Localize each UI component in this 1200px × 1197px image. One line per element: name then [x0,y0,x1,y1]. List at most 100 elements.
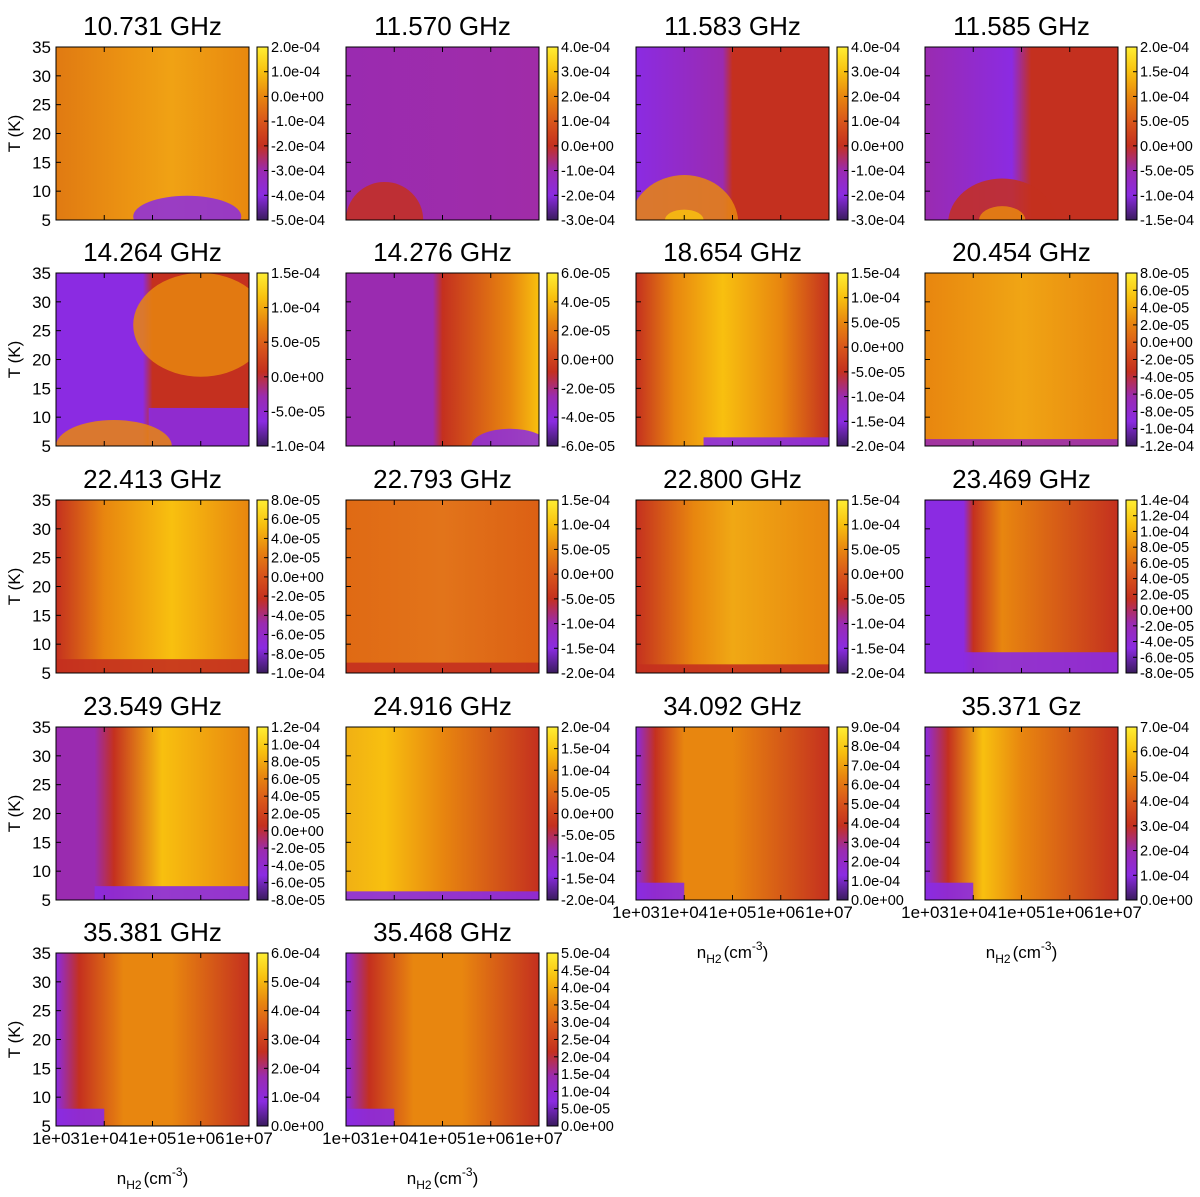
colorbar-tick-label: 1.2e-04 [1140,509,1189,525]
colorbar-tick-label: 1.0e-04 [561,518,610,534]
colorbar [836,726,849,901]
panel-title: 10.731 GHz [83,11,222,41]
panel: 22.413 GHz 5 10 15 20 25 30 35 T (K) 8.0e-05 6.0e-… [5,464,325,683]
colorbar [836,499,849,674]
colorbar-tick-label: -1.0e-04 [561,617,615,633]
colorbar-tick-label: 1.0e-04 [271,301,320,317]
x-axis-label: nH2 (cm-3) [697,939,768,966]
colorbar-tick-label: 0.0e+00 [1140,893,1193,909]
y-tick-label: 5 [42,664,51,683]
colorbar-tick-label: -4.0e-05 [561,410,615,426]
heatmap-band [963,652,1118,673]
colorbar-tick-label: -1.0e-04 [851,390,905,406]
colorbar-tick-label: 5.0e-04 [271,975,320,991]
colorbar-tick-label: 4.0e-04 [561,981,610,997]
y-tick-label: 30 [32,520,51,539]
colorbar-tick-label: 0.0e+00 [1140,603,1193,619]
colorbar-tick-label: 0.0e+00 [561,807,614,823]
colorbar-tick-label: 7.0e-04 [851,758,900,774]
colorbar-tick-label: 0.0e+00 [851,340,904,356]
colorbar-tick-label: 1.4e-04 [1140,493,1189,509]
y-tick-label: 10 [32,635,51,654]
x-axis-label: nH2 (cm-3) [986,939,1057,966]
colorbar-tick-label: -5.0e-04 [271,213,325,229]
colorbar-tick-label: -1.2e-04 [1140,439,1194,455]
colorbar-tick-label: 1.2e-04 [271,720,320,736]
colorbar-tick-label: 5.0e-05 [561,785,610,801]
heatmap-band [346,662,539,673]
colorbar-tick-label: 4.0e-04 [561,40,610,56]
panel-title: 18.654 GHz [663,237,802,267]
colorbar-tick-label: 8.0e-05 [1140,266,1189,282]
heatmap-blob [636,175,739,220]
colorbar-tick-label: -1.0e-04 [561,850,615,866]
y-tick-label: 5 [42,1117,51,1136]
panel: 11.583 GHz 4.0e-04 3.0e-04 2.0e-04 1.0e-04 0.… [635,11,905,229]
y-tick-label: 5 [42,437,51,456]
heatmap-surface [346,500,539,673]
colorbar-tick-label: 4.0e-05 [271,789,320,805]
colorbar-tick-label: 2.0e-04 [561,720,610,736]
colorbar-tick-label: 2.0e-04 [1140,844,1189,860]
colorbar-tick-label: -6.0e-05 [271,876,325,892]
y-tick-label: 35 [32,38,51,57]
colorbar-tick-label: -1.5e-04 [1140,213,1194,229]
colorbar-tick-label: 4.0e-04 [851,816,900,832]
panel-title: 35.371 Gz [962,691,1082,721]
y-axis-label: T (K) [5,1021,24,1058]
colorbar-tick-label: 1.0e-04 [271,1090,320,1106]
panel-title: 35.381 GHz [83,917,222,947]
colorbar-tick-label: 1.5e-04 [271,266,320,282]
colorbar-tick-label: -5.0e-05 [851,592,905,608]
panel-title: 23.469 GHz [952,464,1091,494]
y-tick-label: 25 [32,322,51,341]
colorbar-tick-label: 1.5e-04 [851,493,900,509]
panel-title: 23.549 GHz [83,691,222,721]
colorbar-tick-label: 1.0e-04 [851,291,900,307]
colorbar-tick-label: -3.0e-04 [851,213,905,229]
colorbar-tick-label: -1.5e-04 [851,641,905,657]
heatmap-blob [133,273,249,377]
x-tick-label: 1e+07 [1094,903,1142,922]
panel-title: 14.276 GHz [373,237,512,267]
y-tick-label: 35 [32,944,51,963]
y-tick-label: 30 [32,973,51,992]
colorbar [1125,499,1138,674]
panel: 23.549 GHz 5 10 15 20 25 30 35 T (K) 1.2e-041.0e-… [5,691,325,910]
y-tick-label: 20 [32,578,51,597]
x-tick-label: 1e+03 [901,903,949,922]
colorbar-tick-label: 6.0e-04 [271,946,320,962]
colorbar-tick-label: 4.0e-04 [271,1004,320,1020]
panel: 11.570 GHz 4.0e-04 3.0e-04 2.0e-04 1.0e-04 0.… [345,11,615,229]
heatmap-blob [346,181,424,220]
panel-title: 22.413 GHz [83,464,222,494]
panel-title: 11.585 GHz [953,11,1090,41]
x-tick-label: 1e+06 [757,903,805,922]
colorbar-tick-label: 1.5e-04 [851,266,900,282]
colorbar-tick-label: 0.0e+00 [271,89,324,105]
colorbar-tick-label: -2.0e-04 [561,893,615,909]
colorbar-tick-label: 2.0e-05 [271,807,320,823]
colorbar-tick-label: -6.0e-05 [1140,387,1194,403]
colorbar-tick-label: -8.0e-05 [1140,666,1194,682]
colorbar-tick-label: 3.0e-04 [271,1033,320,1049]
colorbar [836,46,849,221]
colorbar-tick-label: -8.0e-05 [1140,404,1194,420]
colorbar-tick-label: 0.0e+00 [271,370,324,386]
panel-title: 35.468 GHz [373,917,512,947]
colorbar-tick-label: 6.0e-04 [851,778,900,794]
colorbar-tick-label: 4.0e-05 [1140,301,1189,317]
colorbar-tick-label: 0.0e+00 [851,567,904,583]
colorbar-tick-label: 5.0e-04 [1140,769,1189,785]
x-tick-label: 1e+07 [225,1129,273,1148]
heatmap-band [636,882,685,900]
colorbar-tick-label: 8.0e-05 [271,755,320,771]
colorbar-tick-label: 2.0e-05 [561,324,610,340]
x-tick-label: 1e+05 [709,903,757,922]
panel: 11.585 GHz 2.0e-04 1.5e-04 1.0e-04 5.0e-05 0.… [924,11,1194,229]
colorbar-tick-label: 4.0e-05 [271,531,320,547]
colorbar-tick-label: -1.0e-04 [1140,188,1194,204]
colorbar-tick-label: 0.0e+00 [271,570,324,586]
colorbar [836,272,849,447]
